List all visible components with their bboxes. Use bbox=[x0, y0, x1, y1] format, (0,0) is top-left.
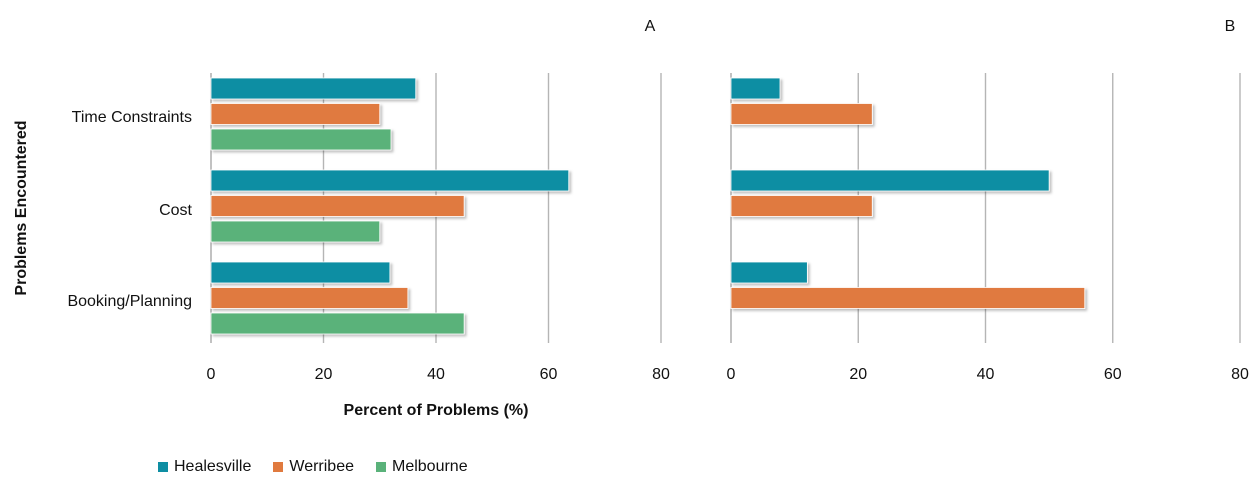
x-tick-label: 0 bbox=[727, 366, 736, 383]
category-label: Cost bbox=[159, 202, 192, 219]
x-axis-title: Percent of Problems (%) bbox=[344, 402, 529, 419]
category-label: Booking/Planning bbox=[67, 293, 192, 310]
bar-healesville bbox=[730, 77, 781, 100]
legend-item: Melbourne bbox=[376, 458, 468, 476]
bar-werribee bbox=[730, 287, 1086, 309]
bar-melbourne bbox=[210, 220, 381, 243]
bar-werribee bbox=[730, 103, 873, 125]
x-tick-label: 20 bbox=[849, 366, 867, 383]
legend-swatch bbox=[376, 462, 386, 472]
bar-werribee bbox=[210, 195, 465, 217]
bar-melbourne bbox=[210, 312, 465, 335]
bar-melbourne bbox=[210, 128, 392, 151]
bar-werribee bbox=[210, 287, 409, 309]
bar-healesville bbox=[730, 169, 1050, 192]
x-tick-label: 40 bbox=[427, 366, 445, 383]
bar-werribee bbox=[730, 195, 873, 217]
bar-healesville bbox=[730, 261, 808, 284]
legend-label: Healesville bbox=[174, 458, 252, 475]
category-label: Time Constraints bbox=[72, 109, 192, 126]
x-tick-label: 80 bbox=[1231, 366, 1249, 383]
x-tick-label: 60 bbox=[1104, 366, 1122, 383]
y-axis-title: Problems Encountered bbox=[13, 120, 30, 295]
x-tick-label: 20 bbox=[315, 366, 333, 383]
bar-healesville bbox=[210, 169, 570, 192]
legend: Healesville Werribee Melbourne bbox=[158, 458, 468, 476]
bar-healesville bbox=[210, 261, 391, 284]
shared-labels: Time Constraints Cost Booking/Planning Prob… bbox=[13, 109, 528, 419]
x-tick-label: 40 bbox=[977, 366, 995, 383]
legend-item: Werribee bbox=[273, 458, 354, 476]
legend-label: Melbourne bbox=[392, 458, 468, 475]
panel-label: B bbox=[1225, 18, 1236, 35]
legend-label: Werribee bbox=[289, 458, 354, 475]
panel-a: 0 20 40 60 80 A bbox=[207, 18, 670, 383]
panel-b: 0 20 40 60 80 B bbox=[727, 18, 1249, 383]
legend-item: Healesville bbox=[158, 458, 251, 476]
panel-label: A bbox=[645, 18, 656, 35]
x-tick-label: 80 bbox=[652, 366, 670, 383]
bar-healesville bbox=[210, 77, 417, 100]
x-tick-label: 0 bbox=[207, 366, 216, 383]
legend-swatch bbox=[273, 462, 284, 472]
bar-werribee bbox=[210, 103, 381, 125]
x-tick-label: 60 bbox=[540, 366, 558, 383]
legend-swatch bbox=[158, 462, 168, 472]
